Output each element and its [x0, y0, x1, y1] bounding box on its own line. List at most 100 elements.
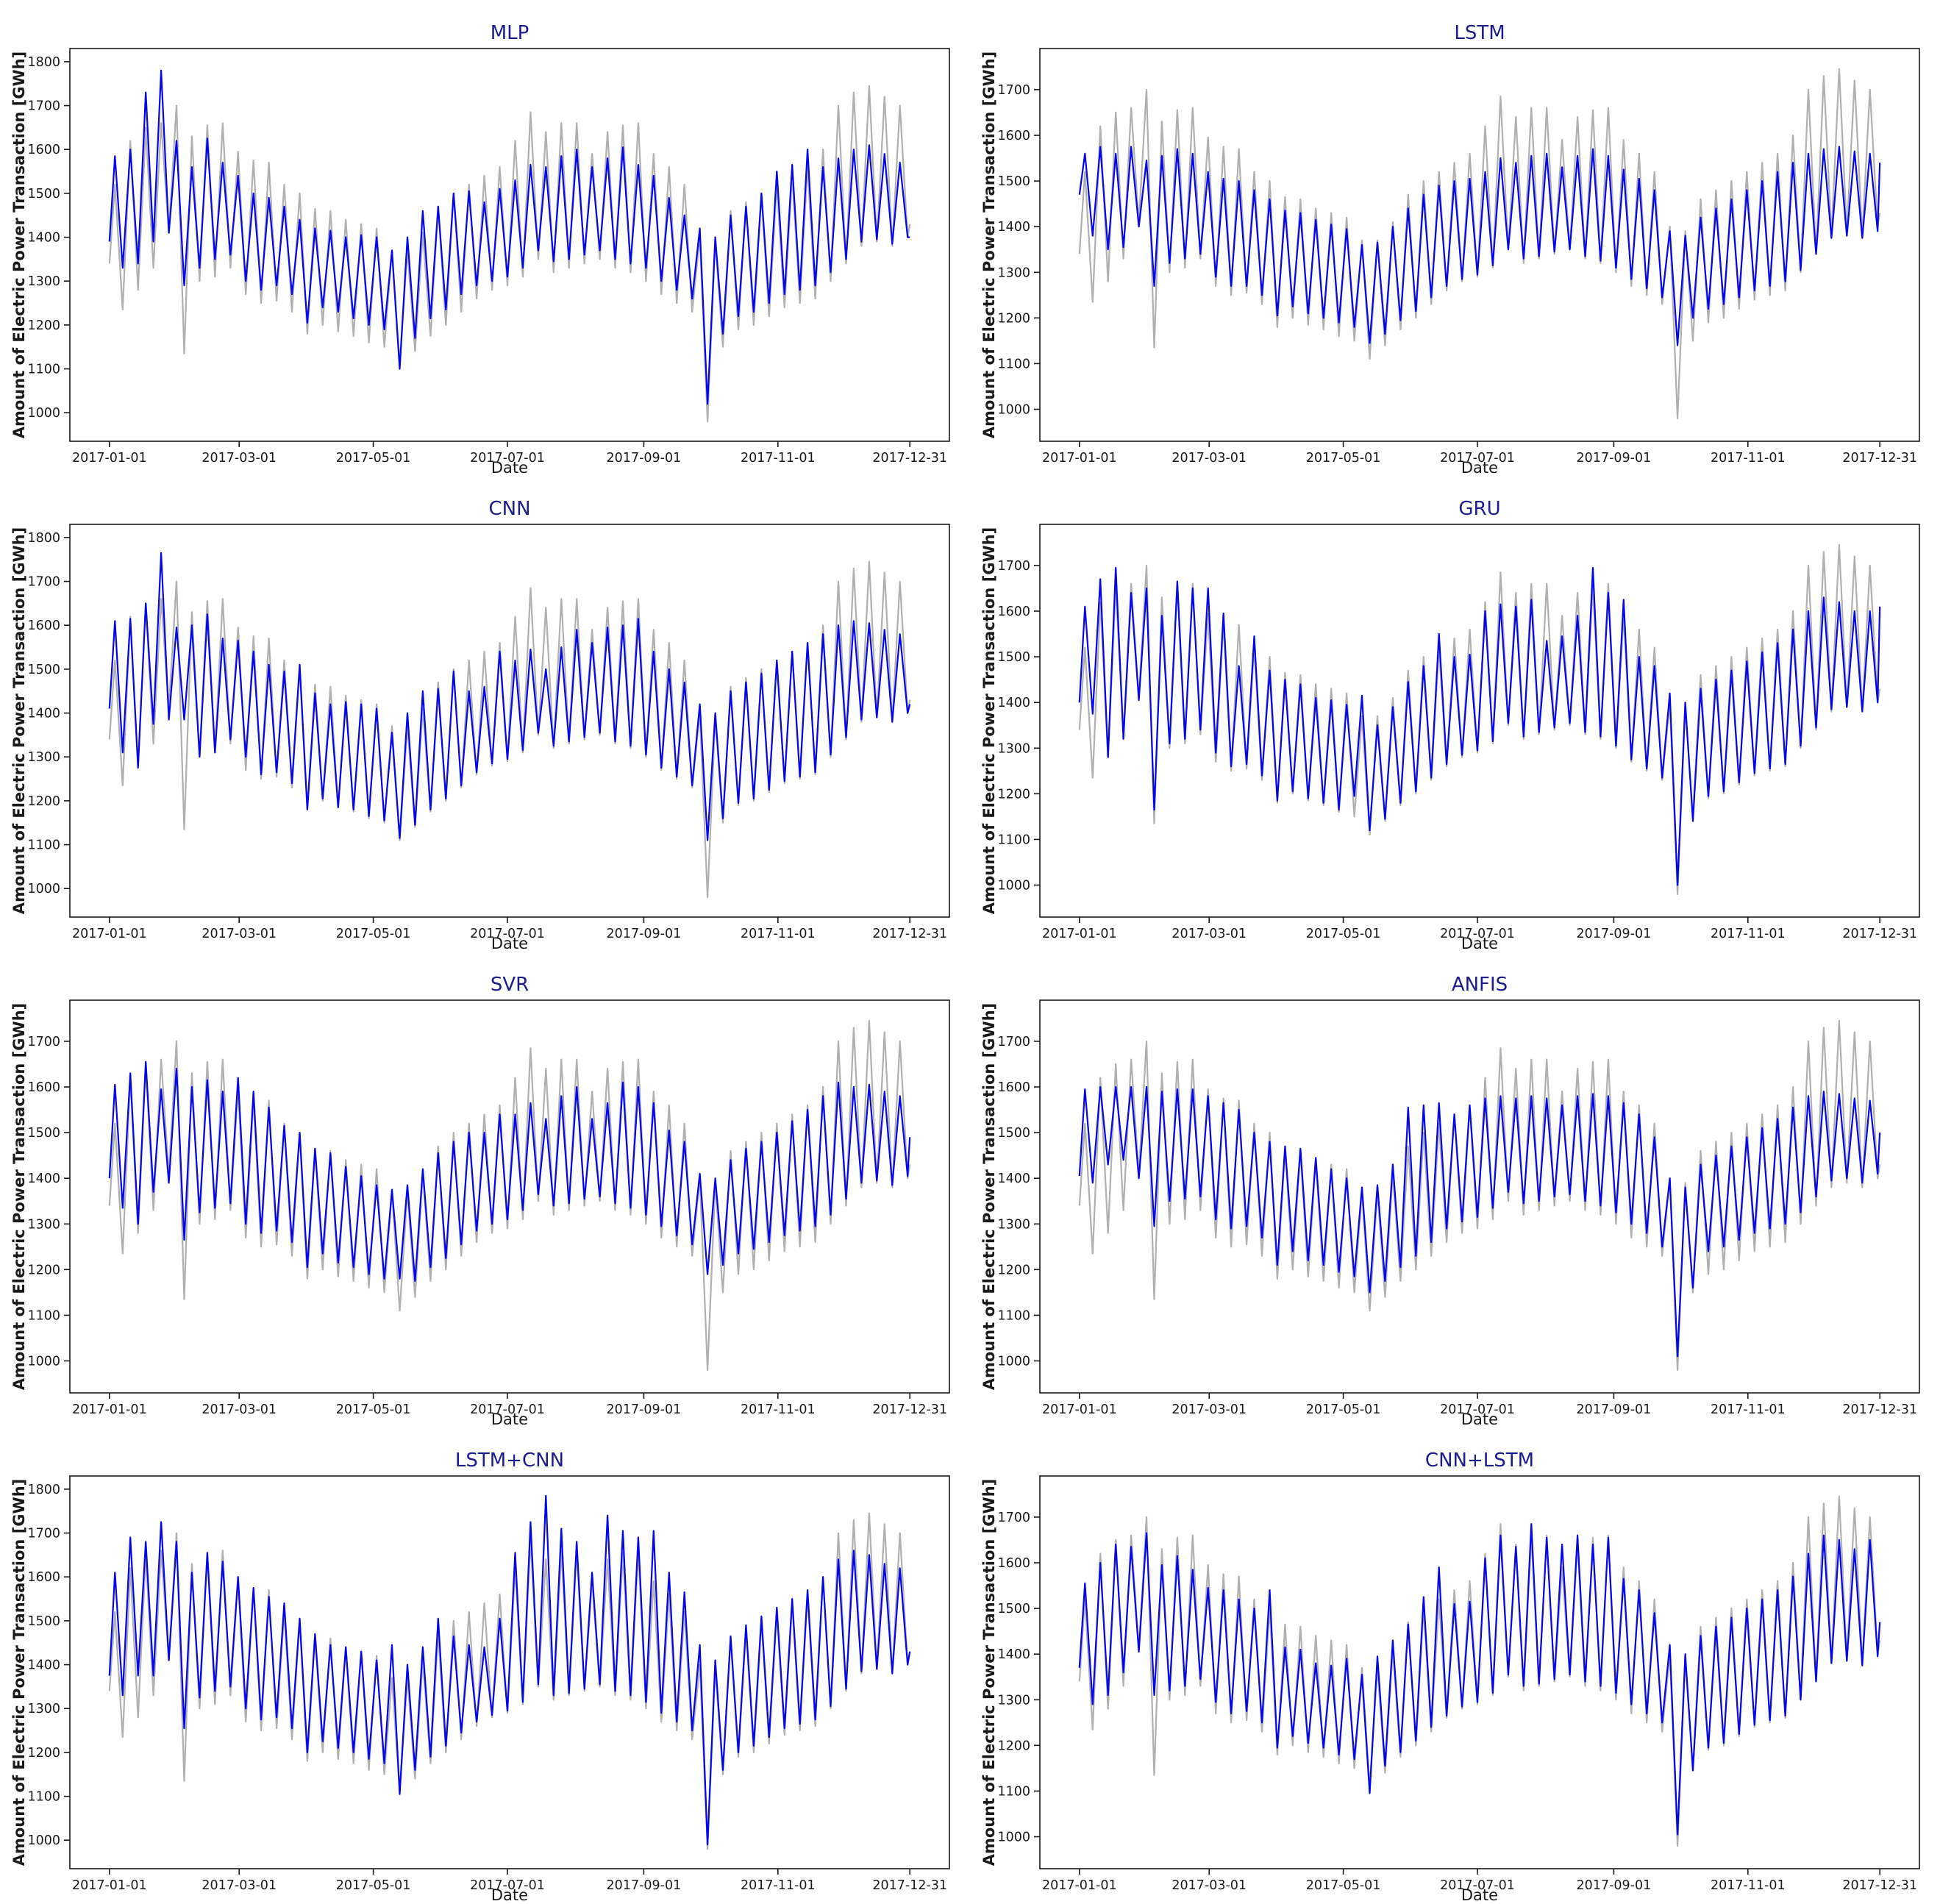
- x-tick-label: 2017-09-01: [1577, 1402, 1652, 1417]
- x-tick-label: 2017-07-01: [1440, 1878, 1515, 1893]
- subplot-title: CNN: [488, 498, 531, 520]
- x-tick-label: 2017-11-01: [741, 927, 816, 941]
- x-tick-label: 2017-07-01: [470, 1402, 545, 1417]
- y-tick-label: 1400: [997, 1647, 1030, 1662]
- y-tick-label: 1100: [997, 1784, 1030, 1799]
- x-tick-label: 2017-05-01: [1306, 451, 1381, 466]
- x-tick-label: 2017-01-01: [1042, 1402, 1117, 1417]
- series-predicted-line: [108, 1494, 911, 1846]
- subplot-mlp: MLP Amount of Electric Power Transaction…: [0, 0, 970, 477]
- subplot-cnn: CNN Amount of Electric Power Transaction…: [0, 476, 970, 952]
- x-tick-label: 2017-12-31: [872, 927, 947, 941]
- y-axis-ticks: 1000 1100 1200 1300 1400 1500 1600 1700 1800: [27, 1483, 70, 1848]
- y-axis-ticks: 1000 1100 1200 1300 1400 1500 1600 1700: [997, 559, 1040, 894]
- series-predicted-line: [1078, 1523, 1881, 1836]
- y-tick-label: 1100: [27, 1790, 60, 1805]
- subplot-title: MLP: [490, 22, 529, 44]
- y-tick-label: 1400: [27, 707, 60, 721]
- y-tick-label: 1600: [27, 618, 60, 633]
- axes-frame: [69, 1475, 950, 1869]
- x-tick-label: 2017-01-01: [1042, 1878, 1117, 1893]
- y-tick-label: 1100: [997, 1308, 1030, 1323]
- y-tick-label: 1200: [997, 787, 1030, 802]
- x-tick-label: 2017-01-01: [72, 451, 147, 466]
- y-tick-label: 1600: [27, 143, 60, 157]
- x-tick-label: 2017-09-01: [1577, 1878, 1652, 1893]
- y-tick-label: 1500: [997, 174, 1030, 189]
- x-tick-label: 2017-01-01: [1042, 451, 1117, 466]
- x-tick-label: 2017-07-01: [470, 1878, 545, 1893]
- x-tick-label: 2017-09-01: [607, 927, 682, 941]
- y-tick-label: 1300: [997, 265, 1030, 280]
- x-tick-label: 2017-11-01: [741, 1402, 816, 1417]
- y-tick-label: 1300: [27, 274, 60, 289]
- x-tick-label: 2017-12-31: [872, 1402, 947, 1417]
- x-axis-label: Date: [1461, 1411, 1499, 1428]
- axes-frame: [1039, 999, 1920, 1394]
- series-predicted-line: [108, 69, 910, 405]
- x-tick-label: 2017-01-01: [72, 1402, 147, 1417]
- y-tick-label: 1000: [997, 879, 1030, 894]
- y-tick-label: 1100: [27, 1308, 60, 1323]
- y-tick-label: 1200: [27, 794, 60, 809]
- y-tick-label: 1500: [27, 663, 60, 677]
- x-tick-label: 2017-01-01: [1042, 927, 1117, 941]
- subplot-title: CNN+LSTM: [1424, 1450, 1535, 1472]
- x-tick-label: 2017-03-01: [1172, 1878, 1247, 1893]
- y-axis-ticks: 1000 1100 1200 1300 1400 1500 1600 1700: [27, 1035, 70, 1369]
- subplot-cnn-lstm: CNN+LSTM Amount of Electric Power Transa…: [970, 1427, 1940, 1904]
- plot-area: 1000 1100 1200 1300 1400 1500 1600 1700 1800 2017…: [27, 524, 950, 941]
- axes-frame: [69, 999, 950, 1394]
- y-tick-label: 1300: [997, 1217, 1030, 1232]
- y-tick-label: 1200: [27, 1746, 60, 1761]
- plot-area: 1000 1100 1200 1300 1400 1500 1600 1700 1800 2017…: [27, 48, 950, 466]
- x-tick-label: 2017-12-31: [1842, 927, 1917, 941]
- axes-frame: [69, 524, 950, 918]
- x-axis-ticks: 2017-01-01 2017-03-01 2017-05-01 2017-07-01…: [72, 1869, 947, 1893]
- y-tick-label: 1200: [997, 1263, 1030, 1277]
- y-tick-label: 1500: [27, 1126, 60, 1141]
- y-tick-label: 1300: [997, 1693, 1030, 1708]
- axes-frame: [1039, 48, 1920, 442]
- y-axis-ticks: 1000 1100 1200 1300 1400 1500 1600 1700 1800: [27, 55, 70, 421]
- x-tick-label: 2017-07-01: [470, 451, 545, 466]
- x-tick-label: 2017-12-31: [872, 1878, 947, 1893]
- x-tick-label: 2017-01-01: [72, 1878, 147, 1893]
- x-axis-label: Date: [491, 935, 529, 952]
- y-tick-label: 1400: [27, 1658, 60, 1673]
- x-tick-label: 2017-03-01: [202, 1878, 277, 1893]
- x-tick-label: 2017-03-01: [1172, 927, 1247, 941]
- x-tick-label: 2017-05-01: [1306, 927, 1381, 941]
- y-tick-label: 1500: [997, 1602, 1030, 1616]
- y-tick-label: 1000: [27, 1355, 60, 1369]
- subplot-title: GRU: [1458, 498, 1501, 520]
- axes-frame: [1039, 524, 1920, 918]
- x-tick-label: 2017-07-01: [1440, 927, 1515, 941]
- subplot-title: LSTM: [1454, 22, 1505, 44]
- y-tick-label: 1400: [997, 1172, 1030, 1186]
- x-axis-ticks: 2017-01-01 2017-03-01 2017-05-01 2017-07-01…: [1042, 1869, 1917, 1893]
- y-tick-label: 1700: [997, 1511, 1030, 1525]
- subplot-lstm: LSTM Amount of Electric Power Transactio…: [970, 0, 1940, 477]
- x-tick-label: 2017-01-01: [72, 927, 147, 941]
- plot-area: 1000 1100 1200 1300 1400 1500 1600 1700 2017-01-…: [997, 1475, 1920, 1893]
- x-tick-label: 2017-05-01: [1306, 1878, 1381, 1893]
- plot-area: 1000 1100 1200 1300 1400 1500 1600 1700 2017-01-…: [997, 999, 1920, 1417]
- y-tick-label: 1100: [997, 832, 1030, 847]
- y-tick-label: 1700: [27, 1527, 60, 1541]
- y-tick-label: 1500: [27, 187, 60, 202]
- plot-area: 1000 1100 1200 1300 1400 1500 1600 1700 2017-01-…: [997, 524, 1920, 941]
- x-tick-label: 2017-07-01: [1440, 451, 1515, 466]
- y-axis-ticks: 1000 1100 1200 1300 1400 1500 1600 1700: [997, 83, 1040, 418]
- y-tick-label: 1000: [27, 1833, 60, 1848]
- subplot-title: ANFIS: [1451, 974, 1508, 996]
- x-axis-label: Date: [1461, 935, 1499, 952]
- y-tick-label: 1800: [27, 1483, 60, 1497]
- subplot-title: LSTM+CNN: [454, 1450, 565, 1472]
- x-tick-label: 2017-05-01: [336, 451, 411, 466]
- y-axis-ticks: 1000 1100 1200 1300 1400 1500 1600 1700: [997, 1035, 1040, 1369]
- y-tick-label: 1700: [997, 559, 1030, 574]
- y-tick-label: 1000: [997, 1830, 1030, 1845]
- y-tick-label: 1000: [27, 406, 60, 421]
- x-tick-label: 2017-09-01: [1577, 927, 1652, 941]
